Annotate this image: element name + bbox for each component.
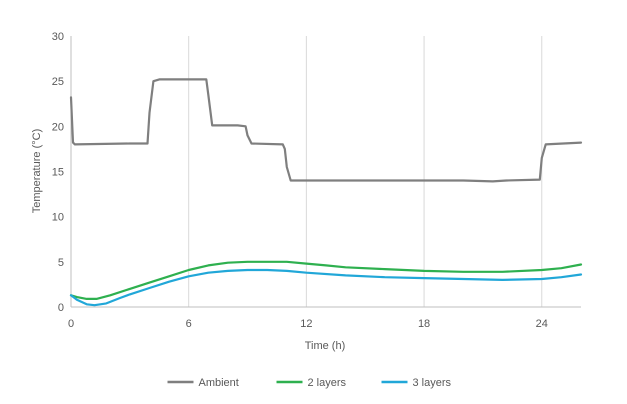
x-tick-label-0: 0	[68, 318, 74, 330]
x-tick-label-24: 24	[536, 318, 548, 330]
series-line-2-layers	[69, 260, 583, 300]
series-line-ambient	[69, 78, 583, 183]
y-tick-label-20: 20	[52, 121, 64, 133]
x-tick-label-12: 12	[300, 318, 312, 330]
y-tick-label-5: 5	[58, 257, 64, 269]
x-tick-label-18: 18	[418, 318, 430, 330]
grid-lines	[188, 36, 543, 307]
y-tick-label-25: 25	[52, 76, 64, 88]
legend-label-3-layers: 3 layers	[413, 377, 452, 389]
legend: Ambient 2 layers 3 layers	[167, 377, 452, 389]
axes	[70, 36, 581, 308]
x-axis-title: Time (h)	[305, 340, 346, 352]
y-tick-label-15: 15	[52, 167, 64, 179]
legend-label-ambient: Ambient	[199, 377, 239, 389]
y-axis-title: Temperature (°C)	[31, 129, 43, 213]
y-tick-label-0: 0	[58, 302, 64, 314]
x-tick-label-6: 6	[186, 318, 192, 330]
series-lines	[69, 78, 583, 307]
y-tick-label-10: 10	[52, 212, 64, 224]
legend-label-2-layers: 2 layers	[308, 377, 347, 389]
series-line-3-layers	[69, 268, 583, 307]
tick-labels: 0 6 12 18 24 0 5 10 15 20 25 30	[52, 31, 548, 330]
y-tick-label-30: 30	[52, 31, 64, 43]
